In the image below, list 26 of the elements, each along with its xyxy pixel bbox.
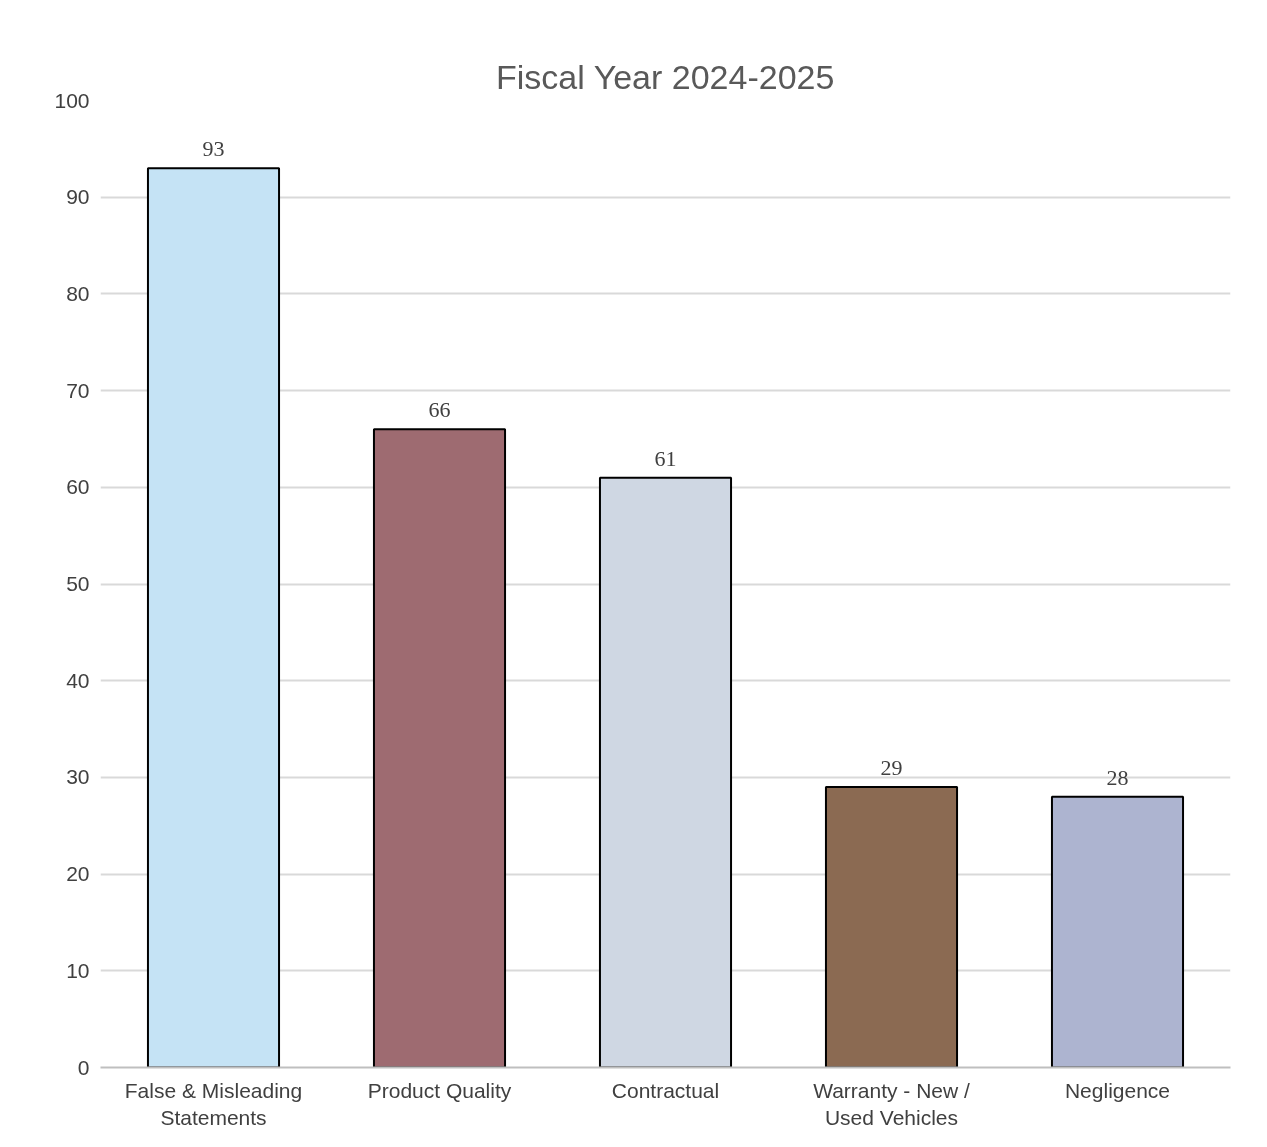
bar — [372, 428, 507, 1068]
x-tick-label: Product Quality — [367, 1078, 512, 1102]
data-label: 66 — [428, 397, 451, 423]
y-tick-label: 0 — [77, 1055, 90, 1079]
data-label: 29 — [880, 755, 903, 781]
bar — [146, 167, 281, 1068]
y-tick-label: 60 — [66, 475, 90, 499]
bar — [824, 786, 959, 1068]
y-tick-label: 50 — [66, 572, 90, 595]
y-tick-label: 70 — [66, 378, 90, 402]
y-tick-label: 80 — [66, 281, 90, 305]
x-tick-label: False & Misleading Statements — [124, 1078, 303, 1130]
data-label: 28 — [1106, 764, 1129, 790]
x-tick-label: Warranty - New / Used Vehicles — [813, 1078, 971, 1130]
y-tick-label: 100 — [54, 88, 90, 112]
y-tick-label: 40 — [66, 668, 90, 692]
y-tick-label: 30 — [66, 765, 90, 789]
data-label: 93 — [202, 136, 225, 162]
data-label: 61 — [654, 445, 677, 471]
bar — [1050, 795, 1185, 1068]
y-tick-label: 90 — [66, 185, 90, 209]
y-tick-label: 20 — [66, 862, 90, 886]
y-tick-label: 10 — [66, 958, 90, 982]
x-tick-label: Negligence — [1064, 1078, 1171, 1102]
x-tick-label: Contractual — [611, 1078, 720, 1102]
chart-title: Fiscal Year 2024-2025 — [496, 57, 835, 96]
